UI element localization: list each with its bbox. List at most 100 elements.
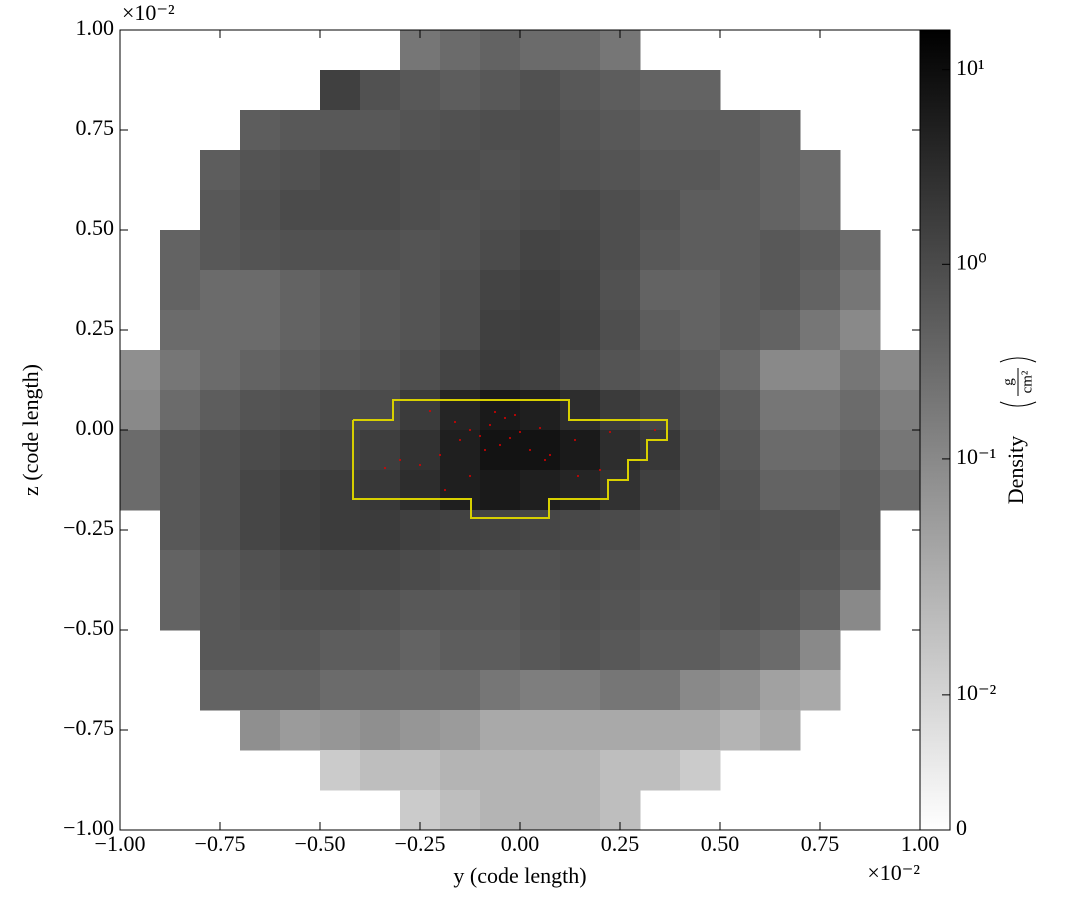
heatmap-cell xyxy=(560,270,601,311)
heatmap-cell xyxy=(560,550,601,591)
heatmap-cell xyxy=(240,270,281,311)
heatmap-cell xyxy=(360,590,401,631)
heatmap-cell xyxy=(200,350,241,391)
x-tick-label: −1.00 xyxy=(95,831,146,856)
heatmap-cell xyxy=(560,310,601,351)
heatmap-cell xyxy=(360,110,401,151)
heatmap-cell xyxy=(520,350,561,391)
heatmap-cell xyxy=(640,150,681,191)
heatmap-cell xyxy=(720,350,761,391)
heatmap-cell xyxy=(680,590,721,631)
heatmap-cell xyxy=(520,710,561,751)
heatmap-cell xyxy=(480,510,521,551)
heatmap-cell xyxy=(520,550,561,591)
heatmap-cell xyxy=(680,470,721,511)
heatmap-cell xyxy=(400,350,441,391)
heatmap-cell xyxy=(600,270,641,311)
unit-denominator: cm² xyxy=(1019,370,1035,393)
heatmap-cell xyxy=(480,670,521,711)
heatmap-cell xyxy=(280,390,321,431)
heatmap-cell xyxy=(720,590,761,631)
heatmap-cell xyxy=(240,550,281,591)
heatmap-cell xyxy=(160,470,201,511)
heatmap-cell xyxy=(840,550,881,591)
heatmap-cell xyxy=(200,150,241,191)
heatmap-cell xyxy=(120,350,161,391)
heatmap-cell xyxy=(280,110,321,151)
heatmap-cell xyxy=(400,230,441,271)
heatmap-cell xyxy=(480,350,521,391)
heatmap-cell xyxy=(800,150,841,191)
heatmap-cell xyxy=(800,630,841,671)
heatmap-cell xyxy=(280,510,321,551)
heatmap-cell xyxy=(560,710,601,751)
heatmap-cell xyxy=(800,270,841,311)
heatmap-cell xyxy=(600,190,641,231)
heatmap-cell xyxy=(680,550,721,591)
heatmap-cell xyxy=(720,390,761,431)
heatmap-cell xyxy=(560,30,601,71)
heatmap-cell xyxy=(320,750,361,791)
heatmap-cell xyxy=(720,110,761,151)
heatmap-cell xyxy=(560,150,601,191)
y-tick-label: 0.75 xyxy=(76,115,115,140)
colorbar-tick-label: 10⁰ xyxy=(956,249,987,274)
y-tick-label: 0.50 xyxy=(76,215,115,240)
heatmap-cell xyxy=(880,430,921,471)
heatmap-cell xyxy=(400,510,441,551)
heatmap-cell xyxy=(560,430,601,471)
heatmap-cell xyxy=(480,710,521,751)
colorbar xyxy=(919,29,951,831)
heatmap-cell xyxy=(360,510,401,551)
heatmap-cell xyxy=(760,150,801,191)
heatmap-cell xyxy=(520,430,561,471)
heatmap-cell xyxy=(560,390,601,431)
heatmap-cell xyxy=(680,190,721,231)
heatmap-cell xyxy=(120,470,161,511)
heatmap-cell xyxy=(280,470,321,511)
y-offset-label: ×10⁻² xyxy=(122,0,175,25)
heatmap-cell xyxy=(760,350,801,391)
heatmap-cell xyxy=(480,150,521,191)
heatmap-cell xyxy=(160,270,201,311)
heatmap-cell xyxy=(160,390,201,431)
heatmap-cell xyxy=(400,670,441,711)
heatmap-cell xyxy=(320,310,361,351)
heatmap-cell xyxy=(440,470,481,511)
heatmap-cell xyxy=(800,350,841,391)
heatmap-cell xyxy=(440,790,481,831)
heatmap-cell xyxy=(160,510,201,551)
heatmap-cell xyxy=(280,670,321,711)
heatmap-cell xyxy=(800,550,841,591)
heatmap-cell xyxy=(680,750,721,791)
heatmap-cell xyxy=(320,110,361,151)
heatmap-cell xyxy=(800,670,841,711)
heatmap-cell xyxy=(400,430,441,471)
heatmap-cell xyxy=(840,310,881,351)
heatmap-cell xyxy=(520,390,561,431)
heatmap-cell xyxy=(560,510,601,551)
heatmap-cell xyxy=(760,470,801,511)
heatmap-cell xyxy=(800,430,841,471)
y-tick-label: −1.00 xyxy=(63,815,114,840)
heatmap-cell xyxy=(640,510,681,551)
x-tick-label: −0.50 xyxy=(295,831,346,856)
heatmap-cell xyxy=(600,510,641,551)
heatmap-cell xyxy=(360,150,401,191)
heatmap-cell xyxy=(640,670,681,711)
heatmap-cell xyxy=(840,590,881,631)
y-tick-label: 0.25 xyxy=(76,315,115,340)
heatmap-cell xyxy=(200,470,241,511)
heatmap-cell xyxy=(440,590,481,631)
heatmap-cell xyxy=(680,670,721,711)
heatmap-cell xyxy=(720,150,761,191)
y-tick-label: −0.50 xyxy=(63,615,114,640)
heatmap-cell xyxy=(480,750,521,791)
heatmap-cell xyxy=(520,630,561,671)
heatmap-cell xyxy=(360,230,401,271)
heatmap-cell xyxy=(760,630,801,671)
x-tick-label: −0.75 xyxy=(195,831,246,856)
heatmap-cell xyxy=(440,270,481,311)
heatmap-cell xyxy=(680,390,721,431)
